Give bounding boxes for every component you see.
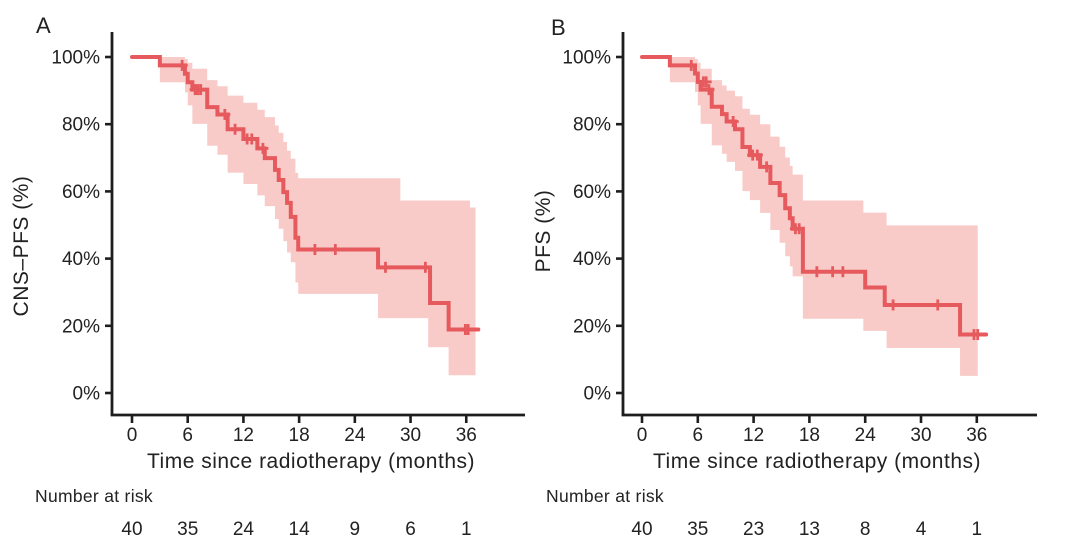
y-tick-label: 40% [573,249,611,270]
x-tick-label: 12 [233,425,254,446]
x-tick-label: 36 [966,425,987,446]
censor-mark [685,59,697,71]
censor-mark [727,116,739,128]
y-tick-label: 20% [62,316,100,337]
km-panel-b: 0% 20% 40% 60% 80% 100% 0 6 12 18 24 30 36 40 35 23 13 8 4… [562,32,1037,540]
panel-label-a: A [36,13,52,38]
x-tick-label: 18 [289,425,310,446]
risk-count: 23 [743,519,764,540]
x-tick-label: 6 [182,425,193,446]
y-tick-label: 40% [62,249,100,270]
censor-mark [761,161,773,173]
risk-count: 13 [799,519,820,540]
risk-count: 40 [121,519,142,540]
x-tick-label: 24 [855,425,877,446]
x-tick-label: 12 [743,425,764,446]
y-tick-label: 20% [573,316,611,337]
risk-count: 8 [860,519,871,540]
risk-count: 9 [350,519,361,540]
censor-mark [419,261,431,273]
censor-mark [309,244,321,256]
censor-mark [329,244,341,256]
y-tick-label: 60% [62,182,100,203]
y-tick-label: 100% [562,48,611,69]
censor-mark [176,59,188,71]
x-tick-label: 30 [910,425,931,446]
censor-mark [195,84,207,96]
confidence-band [669,57,978,376]
risk-count: 24 [233,519,255,540]
y-tick-label: 80% [62,115,100,136]
risk-count: 1 [461,519,472,540]
censor-mark [887,299,899,311]
y-tick-label: 0% [73,384,101,405]
risk-count: 35 [687,519,708,540]
x-tick-label: 0 [637,425,648,446]
censor-mark [700,76,712,88]
risk-count: 1 [972,519,983,540]
risk-count: 6 [405,519,416,540]
censor-mark [379,261,391,273]
risk-count: 35 [177,519,198,540]
censor-mark [246,133,258,145]
x-tick-label: 24 [344,425,366,446]
censor-mark [229,123,241,135]
x-tick-label: 0 [127,425,138,446]
y-tick-label: 60% [573,182,611,203]
risk-count: 14 [289,519,311,540]
x-tick-label: 36 [456,425,477,446]
y-axis-title-pfs: PFS (%) [532,189,555,273]
risk-count: 4 [916,519,927,540]
censor-mark [793,223,805,235]
risk-table-header-right: Number at risk [546,486,664,506]
censor-mark [751,149,763,161]
censor-mark [932,299,944,311]
x-tick-label: 6 [693,425,704,446]
y-axis-title-cns-pfs: CNS–PFS (%) [10,175,33,317]
km-panel-a: 0% 20% 40% 60% 80% 100% 0 6 12 18 24 30 36 40 35 24 14 9 6… [51,32,525,540]
x-tick-label: 18 [799,425,820,446]
panel-label-b: B [551,15,567,40]
censor-mark [219,108,231,120]
censor-mark [811,266,823,278]
risk-count: 40 [631,519,652,540]
censor-mark [462,323,474,335]
y-tick-label: 100% [51,48,100,69]
censor-mark [703,84,715,96]
confidence-band [159,57,476,376]
censor-mark [837,266,849,278]
censor-mark [972,329,984,341]
x-axis-title-right: Time since radiotherapy (months) [652,450,981,473]
y-tick-label: 80% [573,115,611,136]
y-tick-label: 0% [584,384,612,405]
censor-mark [827,266,839,278]
risk-table-header-left: Number at risk [35,486,153,506]
censor-mark [257,142,269,154]
x-tick-label: 30 [400,425,421,446]
x-axis-title-left: Time since radiotherapy (months) [146,450,475,473]
